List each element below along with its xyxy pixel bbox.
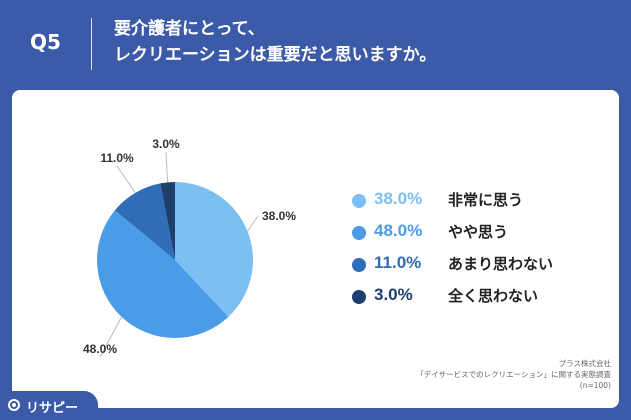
legend-item-4: 3.0% 全く思わない	[352, 284, 592, 316]
legend-swatch-3	[352, 258, 366, 272]
pie-data-label-1: 38.0%	[262, 209, 296, 223]
pie-slice-1	[175, 182, 254, 317]
question-title-line1: 要介護者にとって、	[114, 19, 265, 39]
legend-value-1: 38.0%	[374, 189, 423, 208]
legend-item-3: 11.0% あまり思わない	[352, 252, 592, 284]
legend-value-4: 3.0%	[374, 285, 413, 304]
header-divider	[91, 18, 92, 70]
legend-swatch-4	[352, 290, 366, 304]
pie-leader-line-3	[116, 165, 136, 194]
legend-value-2: 48.0%	[374, 221, 423, 240]
question-number: Q5	[30, 30, 61, 54]
legend-label-4: 全く思わない	[448, 287, 539, 305]
logo-text: リサピー	[26, 401, 79, 416]
source-survey: 「デイサービスでのレクリエーション」に関する実態調査	[416, 370, 611, 379]
legend-item-1: 38.0% 非常に思う	[352, 188, 592, 220]
question-title: 要介護者にとって、 レクリエーションは重要だと思いますか。	[114, 16, 436, 68]
pie-data-label-4: 3.0%	[152, 137, 180, 151]
pie-leader-line-1	[247, 215, 259, 232]
logo: リサピー	[0, 391, 98, 420]
pie-slice-2	[96, 210, 229, 339]
legend-label-3: あまり思わない	[448, 255, 554, 273]
source-sample-size: (n=100)	[579, 381, 611, 390]
legend-swatch-1	[352, 194, 366, 208]
legend-label-1: 非常に思う	[448, 191, 524, 209]
pie-data-label-2: 48.0%	[83, 342, 117, 356]
pie-leader-line-2	[99, 316, 123, 358]
legend-value-3: 11.0%	[374, 253, 422, 272]
chart-legend: 38.0% 非常に思う 48.0% やや思う 11.0% あまり思わない 3.0% 全く思わな…	[352, 188, 592, 316]
source-note: プラス株式会社 「デイサービスでのレクリエーション」に関する実態調査 (n=10…	[416, 358, 611, 391]
source-company: プラス株式会社	[558, 359, 611, 368]
header: Q5 要介護者にとって、 レクリエーションは重要だと思いますか。	[0, 0, 631, 86]
pin-logo-icon	[8, 399, 20, 411]
pie-slice-4	[160, 182, 175, 260]
legend-label-2: やや思う	[448, 223, 509, 241]
legend-item-2: 48.0% やや思う	[352, 220, 592, 252]
pie-data-label-3: 11.0%	[100, 151, 134, 165]
question-title-line2: レクリエーションは重要だと思いますか。	[114, 45, 437, 65]
legend-swatch-2	[352, 226, 366, 240]
pie-slice-3	[114, 183, 175, 260]
pie-leader-line-4	[165, 151, 169, 183]
